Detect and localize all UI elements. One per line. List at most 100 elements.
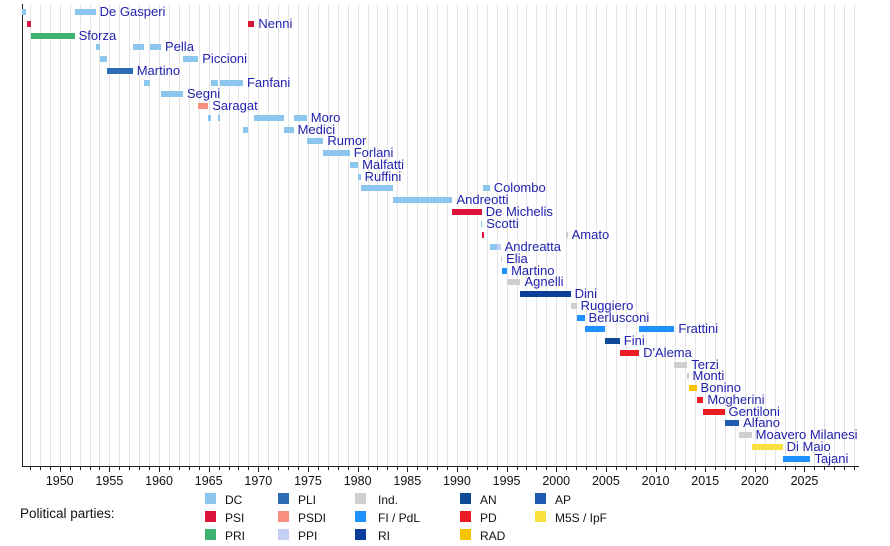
term-bar — [674, 361, 688, 368]
x-axis-minor-tick — [834, 467, 836, 470]
minister-label[interactable]: Scotti — [486, 215, 519, 231]
term-bar — [688, 385, 697, 391]
minister-label[interactable]: Dini — [574, 286, 598, 301]
year-gridline — [576, 4, 578, 466]
legend-label-rad: RAD — [480, 529, 506, 543]
minister-label[interactable]: Fini — [623, 333, 645, 348]
minister-label[interactable]: Martino — [511, 262, 555, 278]
x-axis-minor-tick — [377, 467, 379, 470]
term-bar — [242, 126, 248, 133]
x-axis-tick-label: 2010 — [641, 474, 670, 488]
term-bar — [349, 161, 359, 168]
x-axis-major-tick — [754, 467, 756, 472]
year-gridline — [238, 4, 240, 466]
x-axis-minor-tick — [665, 467, 667, 470]
minister-label[interactable]: Terzi — [691, 356, 719, 372]
x-axis-tick-label: 1975 — [294, 474, 322, 488]
minister-label[interactable]: Mogherini — [707, 391, 765, 407]
minister-label[interactable]: Ruggiero — [580, 297, 634, 313]
minister-label[interactable]: Ruffini — [364, 168, 402, 184]
minister-label[interactable]: Agnelli — [524, 274, 564, 290]
x-axis-tick-label: 1985 — [393, 474, 422, 488]
minister-label[interactable]: Fanfani — [246, 74, 291, 90]
minister-label[interactable]: Andreotti — [456, 192, 509, 207]
minister-label[interactable]: Moro — [310, 109, 341, 125]
minister-label[interactable]: Elia — [506, 250, 528, 266]
x-axis-tick-label: 1955 — [95, 474, 124, 488]
minister-label[interactable]: Malfatti — [362, 156, 405, 172]
term-bar — [208, 114, 211, 121]
minister-label[interactable]: Segni — [186, 86, 221, 102]
legend-swatch-pri — [205, 529, 216, 540]
minister-label[interactable]: Moavero Milanesi — [755, 427, 858, 442]
legend-swatch-dc — [205, 493, 216, 504]
year-gridline — [337, 4, 339, 466]
x-axis-minor-tick — [218, 467, 220, 470]
year-gridline — [447, 4, 448, 466]
year-gridline — [129, 4, 131, 466]
year-gridline — [665, 4, 667, 466]
x-axis-major-tick — [655, 467, 657, 472]
term-bar — [639, 326, 675, 333]
term-bar — [306, 138, 324, 145]
x-axis-minor-tick — [178, 467, 180, 470]
year-gridline — [89, 4, 91, 466]
minister-label[interactable]: Nenni — [258, 15, 293, 31]
minister-label[interactable]: Piccioni — [202, 51, 248, 66]
minister-label[interactable]: Bonino — [700, 380, 742, 395]
legend-title: Political parties: — [20, 506, 115, 521]
minister-label[interactable]: Tajani — [814, 450, 849, 466]
minister-label[interactable]: Frattini — [678, 321, 719, 337]
term-bar — [393, 197, 453, 203]
minister-label[interactable]: Forlani — [353, 145, 394, 160]
legend-label-m5s: M5S / IpF — [555, 511, 608, 525]
year-gridline — [288, 4, 290, 466]
minister-label[interactable]: Amato — [571, 227, 610, 243]
minister-label[interactable]: Gentiloni — [728, 403, 780, 419]
year-gridline — [198, 4, 200, 466]
minister-label[interactable]: Medici — [297, 121, 336, 137]
x-axis-major-tick — [258, 467, 260, 472]
term-bar — [30, 32, 75, 39]
x-axis-major-tick — [109, 467, 111, 472]
minister-label[interactable]: Saragat — [212, 98, 258, 113]
term-bar — [724, 420, 740, 427]
minister-label[interactable]: D'Alema — [643, 344, 692, 360]
year-gridline — [99, 4, 101, 466]
minister-label[interactable]: Pella — [165, 39, 194, 55]
minister-label[interactable]: Alfano — [743, 415, 781, 431]
minister-label[interactable]: Rumor — [327, 133, 367, 149]
year-gridline — [407, 4, 409, 466]
year-gridline — [208, 4, 210, 466]
term-bar — [703, 408, 725, 415]
x-axis-minor-tick — [486, 467, 488, 470]
x-axis-minor-tick — [576, 467, 578, 470]
y-axis-spine — [22, 4, 23, 466]
minister-label[interactable]: De Michelis — [485, 203, 553, 219]
x-axis-tick-label: 2005 — [591, 474, 620, 488]
year-gridline — [159, 4, 161, 466]
minister-label[interactable]: Sforza — [78, 27, 117, 43]
year-gridline — [536, 4, 538, 466]
x-axis-minor-tick — [645, 467, 647, 470]
year-gridline — [29, 4, 31, 466]
legend-label-psdi: PSDI — [298, 511, 327, 525]
year-gridline — [814, 4, 816, 466]
x-axis-minor-tick — [536, 467, 538, 470]
minister-label[interactable]: De Gasperi — [99, 4, 166, 19]
minister-label[interactable]: Monti — [692, 368, 725, 384]
term-bar — [576, 314, 585, 321]
x-axis-minor-tick — [734, 467, 736, 470]
minister-label[interactable]: Colombo — [493, 180, 546, 196]
x-axis-tick-label: 2015 — [691, 474, 720, 488]
minister-label[interactable]: Berlusconi — [588, 309, 650, 325]
year-gridline — [586, 4, 588, 466]
minister-label[interactable]: Andreatta — [504, 239, 561, 254]
term-bar — [751, 443, 783, 450]
legend-label-psi: PSI — [225, 511, 245, 525]
term-bar — [360, 185, 394, 192]
year-gridline — [377, 4, 379, 466]
minister-label[interactable]: Di Maio — [786, 438, 831, 454]
minister-label[interactable]: Martino — [136, 62, 181, 78]
x-axis-minor-tick — [625, 467, 627, 470]
